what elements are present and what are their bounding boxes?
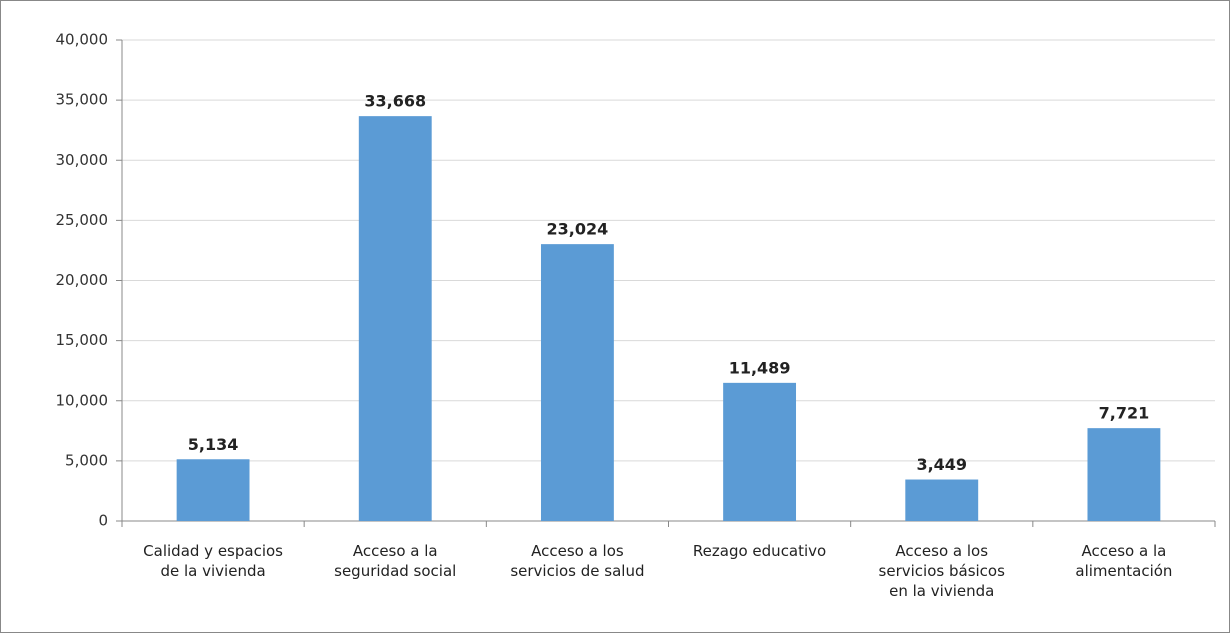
y-tick-label: 35,000 xyxy=(56,91,109,109)
data-label: 3,449 xyxy=(916,455,967,474)
y-tick-label: 30,000 xyxy=(56,151,109,169)
data-label: 11,489 xyxy=(729,358,791,377)
x-tick-label: Acceso a los servicios básicos en la viv… xyxy=(878,542,1005,600)
y-tick-label: 40,000 xyxy=(56,31,109,49)
x-tick-label: Acceso a los servicios de salud xyxy=(510,542,645,580)
bar xyxy=(1087,428,1161,521)
y-tick-label: 0 xyxy=(98,512,108,530)
y-tick-label: 15,000 xyxy=(56,331,109,349)
y-tick-label: 25,000 xyxy=(56,211,109,229)
x-tick-label: Rezago educativo xyxy=(692,542,827,560)
x-tick-label: Calidad y espacios de la vivienda xyxy=(143,542,283,580)
bar xyxy=(905,479,979,521)
data-label: 33,668 xyxy=(364,92,426,111)
data-label: 23,024 xyxy=(547,220,609,239)
data-label: 5,134 xyxy=(188,435,239,454)
x-tick-label: Acceso a la alimentación xyxy=(1075,542,1173,580)
y-tick-label: 5,000 xyxy=(65,451,108,469)
bar xyxy=(723,382,797,521)
bar xyxy=(540,244,614,521)
data-label: 7,721 xyxy=(1099,404,1150,423)
bar xyxy=(176,459,250,521)
y-tick-label: 20,000 xyxy=(56,271,109,289)
bar xyxy=(358,116,432,521)
y-tick-label: 10,000 xyxy=(56,391,109,409)
x-tick-label: Acceso a la seguridad social xyxy=(334,542,457,580)
